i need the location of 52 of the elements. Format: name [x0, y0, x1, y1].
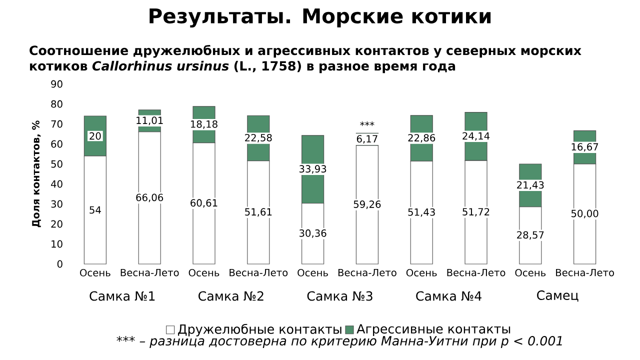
y-axis-title: Доля контактов, % [32, 120, 41, 228]
x-tick-label: Весна-Лето [120, 268, 179, 276]
y-tick-label: 70 [51, 120, 62, 128]
text: Самка №3 [307, 291, 372, 301]
x-tick-label: Весна-Лето [447, 268, 506, 276]
data-label: 50,00 [571, 210, 598, 218]
x-tick-label: Весна-Лето [556, 268, 614, 276]
x-tick-label: Осень [515, 268, 546, 276]
data-label: 18,18 [191, 120, 218, 129]
data-label: 16,67 [572, 143, 598, 152]
data-label: 22,86 [408, 134, 436, 143]
x-tick-label: Осень [80, 268, 110, 276]
x-tick-label: Осень [188, 268, 220, 276]
chart-title: Результаты. Морские котики [150, 8, 491, 28]
text: Самка №2 [198, 291, 264, 301]
data-label: 30,36 [299, 229, 326, 238]
text: *** – разница достоверна по критерию Манна-Уитни при p < 0.001 [116, 336, 562, 348]
text: Самка №4 [416, 291, 482, 301]
y-tick-label: 40 [51, 180, 62, 188]
chart-subtitle: Соотношение дружелюбных и агрессивных контактов у северных морских котиков Callorhinus ursinus (L., 1758) в разное время года [30, 44, 582, 74]
data-label: 20 [90, 132, 101, 140]
data-label: 60,61 [190, 199, 218, 208]
data-label: 6,17 [356, 135, 378, 144]
data-label: 51,72 [462, 208, 490, 217]
y-tick-label: 80 [51, 100, 62, 108]
x-tick-label: Весна-Лето [338, 268, 396, 276]
y-tick-label: 30 [51, 200, 62, 208]
data-label: 33,93 [299, 165, 326, 174]
y-tick-label: 10 [52, 240, 62, 248]
data-label: 11,01 [136, 116, 163, 126]
y-tick-label: 90 [51, 80, 62, 88]
y-tick-label: 50 [51, 160, 62, 168]
x-tick-label: Осень [406, 268, 437, 276]
data-label: 28,57 [517, 231, 544, 240]
text: Самка №1 [90, 291, 155, 301]
data-label: 54 [90, 206, 101, 214]
text: Самец [537, 290, 578, 302]
data-label: 22,58 [245, 134, 272, 142]
data-label: 21,43 [517, 181, 544, 190]
x-tick-label: Осень [298, 268, 328, 276]
y-tick-label: 0 [57, 260, 62, 268]
y-tick-label: 60 [51, 140, 62, 148]
legend-label: Агрессивные контакты [356, 324, 510, 336]
data-label: 24,14 [462, 132, 490, 141]
data-label: 51,43 [408, 208, 435, 217]
data-label: 51,61 [245, 208, 272, 217]
data-label: 66,06 [136, 194, 164, 202]
data-label: 59,26 [354, 200, 381, 209]
legend-label: Дружелюбные контакты [178, 324, 342, 336]
annotation: *** [360, 122, 374, 126]
y-tick-label: 20 [51, 220, 62, 228]
x-tick-label: Весна-Лето [230, 268, 288, 276]
